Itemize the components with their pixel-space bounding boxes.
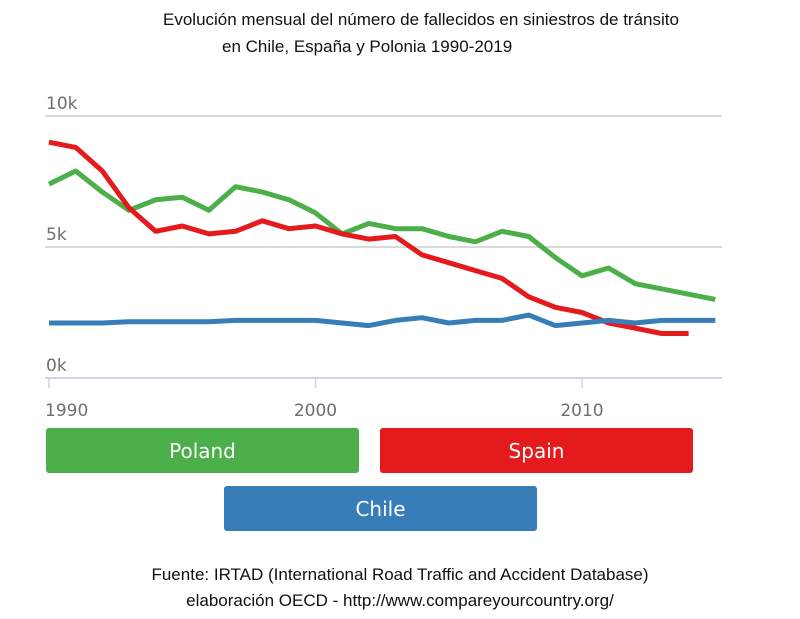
y-tick-label: 0k xyxy=(46,356,67,376)
legend-button-spain[interactable]: Spain xyxy=(380,428,693,473)
legend-button-poland[interactable]: Poland xyxy=(46,428,359,473)
y-tick-label: 10k xyxy=(46,94,78,114)
series-line-spain xyxy=(48,139,689,336)
legend-button-chile[interactable]: Chile xyxy=(224,486,537,531)
y-axis-ticks: 0k 5k 10k xyxy=(46,94,78,376)
x-axis: 1990 2000 2010 xyxy=(45,377,722,421)
x-tick-label: 2000 xyxy=(294,401,337,421)
series-line-poland xyxy=(47,168,716,302)
legend-label-spain: Spain xyxy=(508,438,565,463)
chart-title-line-2: en Chile, España y Polonia 1990-2019 xyxy=(222,37,513,56)
source-line-1: Fuente: IRTAD (International Road Traffi… xyxy=(151,565,649,584)
grid-lines xyxy=(45,115,722,248)
x-tick-label: 1990 xyxy=(45,401,88,421)
legend-label-chile: Chile xyxy=(355,496,406,521)
source-line-2: elaboración OECD - http://www.compareyou… xyxy=(186,591,614,610)
chart-title-line-1: Evolución mensual del número de fallecid… xyxy=(163,10,679,29)
legend-label-poland: Poland xyxy=(169,438,236,463)
y-tick-label: 5k xyxy=(46,225,67,245)
series-line-chile xyxy=(49,312,716,329)
x-tick-label: 2010 xyxy=(560,401,603,421)
series-lines xyxy=(47,139,716,336)
